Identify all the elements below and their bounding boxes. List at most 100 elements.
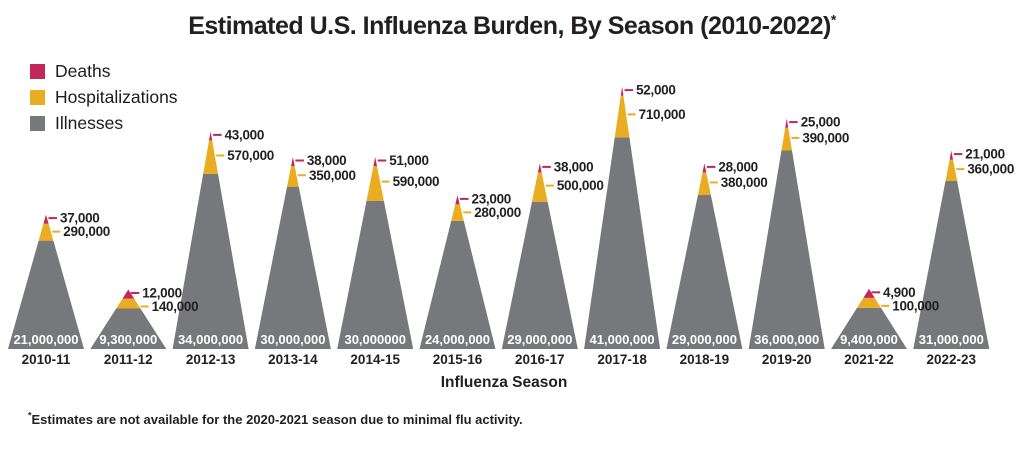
illnesses-segment <box>8 240 84 349</box>
legend: Deaths Hospitalizations Illnesses <box>30 62 178 141</box>
illnesses-segment <box>90 308 167 349</box>
hospitalizations-segment <box>856 297 882 308</box>
illnesses-segment <box>831 307 907 349</box>
illnesses-value-label: 29,000,000 <box>507 332 572 347</box>
illnesses-value-label: 34,000,000 <box>178 332 243 347</box>
legend-item-hospitalizations: Hospitalizations <box>30 86 178 107</box>
deaths-value-label: 52,000 <box>636 83 676 98</box>
hospitalizations-value-label: 350,000 <box>309 168 356 183</box>
season-peak <box>831 288 907 349</box>
season-peak <box>172 131 249 349</box>
season-peak <box>748 118 825 349</box>
season-tick-label: 2010-11 <box>22 352 71 367</box>
season-peak <box>584 86 661 349</box>
hospitalizations-value-label: 590,000 <box>393 174 440 189</box>
legend-item-deaths: Deaths <box>30 62 178 80</box>
season-tick-label: 2018-19 <box>680 352 730 367</box>
hospitalizations-value-label: 290,000 <box>63 224 110 239</box>
hospitalizations-segment <box>287 166 299 187</box>
illnesses-segment <box>584 137 661 349</box>
deaths-segment <box>43 214 49 224</box>
hospitalizations-value-label: 140,000 <box>152 299 199 314</box>
deaths-value-label: 23,000 <box>472 191 512 206</box>
deaths-segment <box>122 289 135 299</box>
footnote: *Estimates are not available for the 202… <box>28 410 523 427</box>
hospitalizations-swatch-icon <box>30 90 45 105</box>
season-tick-label: 2011-12 <box>104 352 153 367</box>
illnesses-value-label: 41,000,000 <box>590 332 655 347</box>
deaths-value-label: 12,000 <box>142 285 182 300</box>
hospitalizations-segment <box>781 127 792 151</box>
season-tick-label: 2017-18 <box>597 352 647 367</box>
illnesses-segment <box>501 201 578 349</box>
illnesses-segment <box>337 200 414 349</box>
page-title: Estimated U.S. Influenza Burden, By Seas… <box>0 12 1024 41</box>
legend-item-illnesses: Illnesses <box>30 112 178 133</box>
hospitalizations-value-label: 380,000 <box>721 175 768 190</box>
legend-label-illnesses: Illnesses <box>55 112 124 133</box>
deaths-value-label: 28,000 <box>718 159 758 174</box>
deaths-value-label: 43,000 <box>225 127 265 142</box>
season-tick-label: 2015-16 <box>433 352 483 367</box>
deaths-segment <box>785 118 789 128</box>
hospitalizations-segment <box>366 166 384 201</box>
hospitalizations-segment <box>697 172 711 195</box>
season-peak <box>254 157 331 349</box>
season-tick-label: 2022-23 <box>927 352 977 367</box>
season-tick-label: 2016-17 <box>515 352 565 367</box>
deaths-value-label: 51,000 <box>389 153 429 168</box>
deaths-swatch-icon <box>30 64 45 79</box>
deaths-segment <box>209 131 213 141</box>
illnesses-value-label: 36,000,000 <box>754 332 819 347</box>
season-peak <box>419 195 496 349</box>
hospitalizations-value-label: 710,000 <box>639 107 686 122</box>
legend-label-hospitalizations: Hospitalizations <box>55 86 178 107</box>
footnote-asterisk: * <box>28 410 32 421</box>
illnesses-value-label: 24,000,000 <box>425 332 490 347</box>
hospitalizations-segment <box>945 159 958 181</box>
deaths-value-label: 4,900 <box>883 285 915 300</box>
illnesses-value-label: 21,000,000 <box>13 332 78 347</box>
illnesses-value-label: 9,300,000 <box>99 332 157 347</box>
hospitalizations-segment <box>116 298 141 309</box>
season-tick-label: 2019-20 <box>762 352 812 367</box>
season-labels: 52,000 710,000 41,000,000 2017-18 <box>590 83 686 367</box>
illnesses-value-label: 29,000,000 <box>672 332 737 347</box>
hospitalizations-value-label: 360,000 <box>967 162 1014 177</box>
season-peak <box>90 289 167 349</box>
hospitalizations-value-label: 570,000 <box>227 148 274 163</box>
page-title-text: Estimated U.S. Influenza Burden, By Seas… <box>188 12 831 40</box>
hospitalizations-segment <box>614 95 630 138</box>
season-peak <box>666 163 743 349</box>
season-labels: 51,000 590,000 30,000000 2014-15 <box>344 153 439 367</box>
season-labels: 38,000 500,000 29,000,000 2016-17 <box>507 159 604 367</box>
hospitalizations-value-label: 500,000 <box>557 178 604 193</box>
season-tick-label: 2012-13 <box>186 352 236 367</box>
deaths-value-label: 38,000 <box>554 159 594 174</box>
season-tick-label: 2013-14 <box>268 352 318 367</box>
hospitalizations-value-label: 280,000 <box>474 205 521 220</box>
season-peak <box>337 157 414 349</box>
hospitalizations-segment <box>203 140 219 174</box>
hospitalizations-segment <box>38 223 54 241</box>
season-tick-label: 2021-22 <box>844 352 894 367</box>
deaths-segment <box>620 86 624 96</box>
hospitalizations-value-label: 390,000 <box>802 130 849 145</box>
illnesses-value-label: 30,000,000 <box>260 332 325 347</box>
illnesses-segment <box>254 186 331 349</box>
illnesses-value-label: 30,000000 <box>344 332 405 347</box>
illnesses-segment <box>419 220 496 349</box>
season-peak <box>501 163 578 349</box>
illnesses-segment <box>913 180 990 349</box>
illnesses-segment <box>172 173 249 349</box>
deaths-value-label: 21,000 <box>965 147 1005 162</box>
hospitalizations-value-label: 100,000 <box>892 298 939 313</box>
